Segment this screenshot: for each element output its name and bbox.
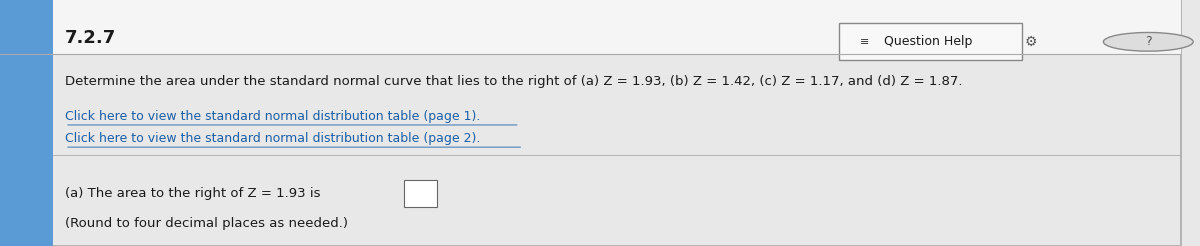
Text: ?: ? <box>1145 35 1152 48</box>
Text: Question Help: Question Help <box>883 35 972 48</box>
FancyBboxPatch shape <box>839 23 1022 60</box>
Text: ≡: ≡ <box>860 37 869 47</box>
FancyBboxPatch shape <box>0 0 53 246</box>
FancyBboxPatch shape <box>404 180 437 207</box>
Text: Click here to view the standard normal distribution table (page 1).: Click here to view the standard normal d… <box>65 110 480 123</box>
Text: (Round to four decimal places as needed.): (Round to four decimal places as needed.… <box>65 217 348 230</box>
Text: Determine the area under the standard normal curve that lies to the right of (a): Determine the area under the standard no… <box>65 75 962 88</box>
Circle shape <box>1103 32 1193 51</box>
Text: 7.2.7: 7.2.7 <box>65 29 116 47</box>
Text: (a) The area to the right of Z = 1.93 is: (a) The area to the right of Z = 1.93 is <box>65 187 320 200</box>
Text: ⚙: ⚙ <box>1025 35 1037 49</box>
FancyBboxPatch shape <box>0 0 1181 54</box>
Text: Click here to view the standard normal distribution table (page 2).: Click here to view the standard normal d… <box>65 133 480 145</box>
